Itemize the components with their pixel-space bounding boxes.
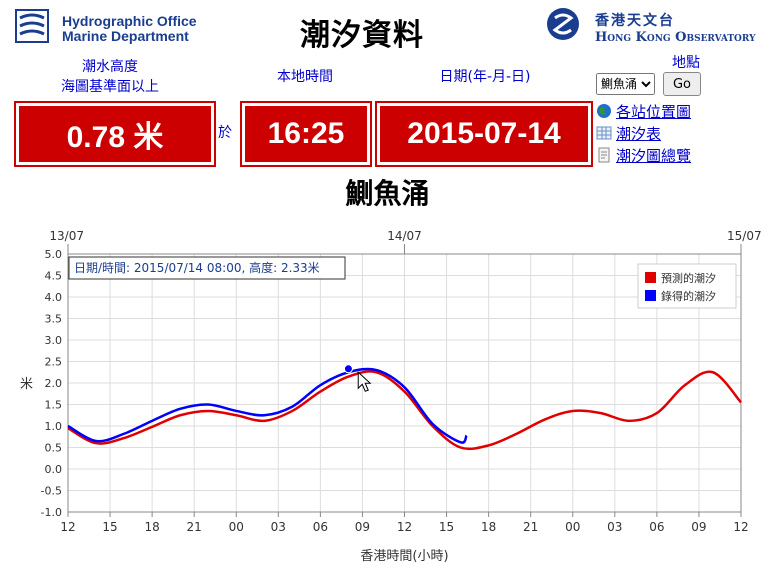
at-label: 於: [218, 125, 232, 141]
date-value: 2015-07-14: [375, 101, 593, 167]
hko-name-en: Hong Kong Observatory: [595, 30, 756, 45]
station-select[interactable]: 鰂魚涌: [596, 73, 655, 95]
time-value: 16:25: [240, 101, 372, 167]
date-top-labels: 13/07 14/07 15/07: [49, 229, 762, 254]
station-selector: 鰂魚涌 Go: [596, 72, 701, 96]
legend-label: 預測的潮汐: [661, 271, 716, 285]
x-tick-label: 09: [691, 520, 706, 534]
x-axis-label: 香港時間(小時): [360, 549, 448, 564]
y-tick-label: 2.0: [45, 377, 63, 390]
x-tick-label: 09: [355, 520, 370, 534]
station-map-row: 各站位置圖: [596, 100, 691, 122]
x-tick-label: 18: [144, 520, 159, 534]
y-tick-label: 0.0: [45, 463, 63, 476]
x-axis-ticks: 12 15 18 21 00 03 06 09 12 15 18 21 00 03 06 09 12: [60, 520, 748, 534]
go-button[interactable]: Go: [663, 72, 701, 96]
x-tick-label: 21: [523, 520, 538, 534]
x-tick-label: 00: [565, 520, 580, 534]
x-tick-label: 18: [481, 520, 496, 534]
tide-height-label: 潮水高度 海圖基準面以上: [20, 56, 200, 96]
y-tick-label: 3.0: [45, 334, 63, 347]
x-tick-label: 12: [397, 520, 412, 534]
y-axis-ticks: 5.0 4.5 4.0 3.5 3.0 2.5 2.0 1.5 1.0 0.5 0.0 -0.5 -1.…: [41, 248, 62, 519]
y-tick-label: 2.5: [45, 356, 63, 369]
tide-table-link[interactable]: 潮汐表: [616, 124, 662, 143]
chart-grid: [67, 253, 742, 517]
x-tick-label: 21: [187, 520, 202, 534]
legend-swatch: [645, 272, 656, 283]
tooltip-text: 日期/時間: 2015/07/14 08:00, 高度: 2.33米: [74, 260, 320, 275]
predicted-tide-line: [67, 370, 742, 451]
location-label: 地點: [672, 55, 700, 71]
y-tick-label: 4.5: [45, 270, 63, 283]
hko-name-zh: 香港天文台: [595, 13, 675, 29]
x-tick-label: 12: [733, 520, 748, 534]
station-title: 鰂魚涌: [345, 177, 430, 210]
x-tick-label: 03: [607, 520, 622, 534]
plot-area[interactable]: [67, 253, 742, 513]
y-tick-label: 3.5: [45, 313, 63, 326]
marine-department-logo: [14, 8, 50, 44]
y-tick-label: 0.5: [45, 442, 63, 455]
document-icon: [598, 147, 610, 163]
marine-department-name: Hydrographic Office Marine Department: [62, 14, 197, 44]
hko-logo: [545, 6, 581, 42]
tide-chart: 5.0 4.5 4.0 3.5 3.0 2.5 2.0 1.5 1.0 0.5 0.0 -0.5 -1.…: [20, 229, 762, 564]
y-axis-label: 米: [20, 377, 33, 392]
tide-table-row: 潮汐表: [596, 122, 691, 144]
globe-icon: [597, 104, 611, 118]
table-icon: [596, 126, 612, 140]
hko-name: 香港天文台 Hong Kong Observatory: [595, 10, 756, 45]
y-tick-label: 1.0: [45, 420, 63, 433]
top-date-label: 15/07: [727, 229, 762, 243]
recorded-tide-line: [67, 367, 468, 444]
x-tick-label: 00: [229, 520, 244, 534]
links-panel: 各站位置圖 潮汐表 潮汐圖總覽: [596, 100, 691, 166]
y-tick-label: -0.5: [41, 485, 62, 498]
tide-height-value: 0.78 米: [14, 101, 216, 167]
page-title: 潮汐資料: [300, 18, 424, 53]
y-tick-label: 5.0: [45, 248, 63, 261]
org-line1: Hydrographic Office: [62, 13, 197, 29]
x-tick-label: 03: [271, 520, 286, 534]
y-tick-label: 4.0: [45, 291, 63, 304]
tide-overview-link[interactable]: 潮汐圖總覽: [616, 146, 692, 165]
local-time-label: 本地時間: [277, 69, 333, 85]
top-date-label: 14/07: [387, 229, 422, 243]
legend-label: 錄得的潮汐: [661, 289, 716, 303]
highlight-point[interactable]: [343, 364, 353, 374]
y-tick-label: 1.5: [45, 399, 63, 412]
tide-height-label-text: 潮水高度: [82, 59, 138, 75]
top-date-label: 13/07: [49, 229, 84, 243]
x-tick-label: 15: [439, 520, 454, 534]
legend-swatch: [645, 290, 656, 301]
mouse-pointer: [357, 371, 372, 392]
chart-series: [67, 364, 742, 451]
chart-tooltip: 日期/時間: 2015/07/14 08:00, 高度: 2.33米: [68, 256, 346, 280]
x-tick-label: 06: [649, 520, 664, 534]
x-tick-label: 06: [313, 520, 328, 534]
tide-overview-row: 潮汐圖總覽: [596, 144, 691, 166]
datum-label: 海圖基準面以上: [61, 79, 159, 95]
y-tick-label: -1.0: [41, 506, 62, 519]
x-tick-label: 12: [60, 520, 75, 534]
x-tick-label: 15: [102, 520, 117, 534]
org-line2: Marine Department: [62, 28, 189, 44]
date-label: 日期(年-月-日): [439, 69, 531, 85]
station-map-link[interactable]: 各站位置圖: [616, 102, 692, 121]
cursor-icon: [357, 371, 372, 392]
